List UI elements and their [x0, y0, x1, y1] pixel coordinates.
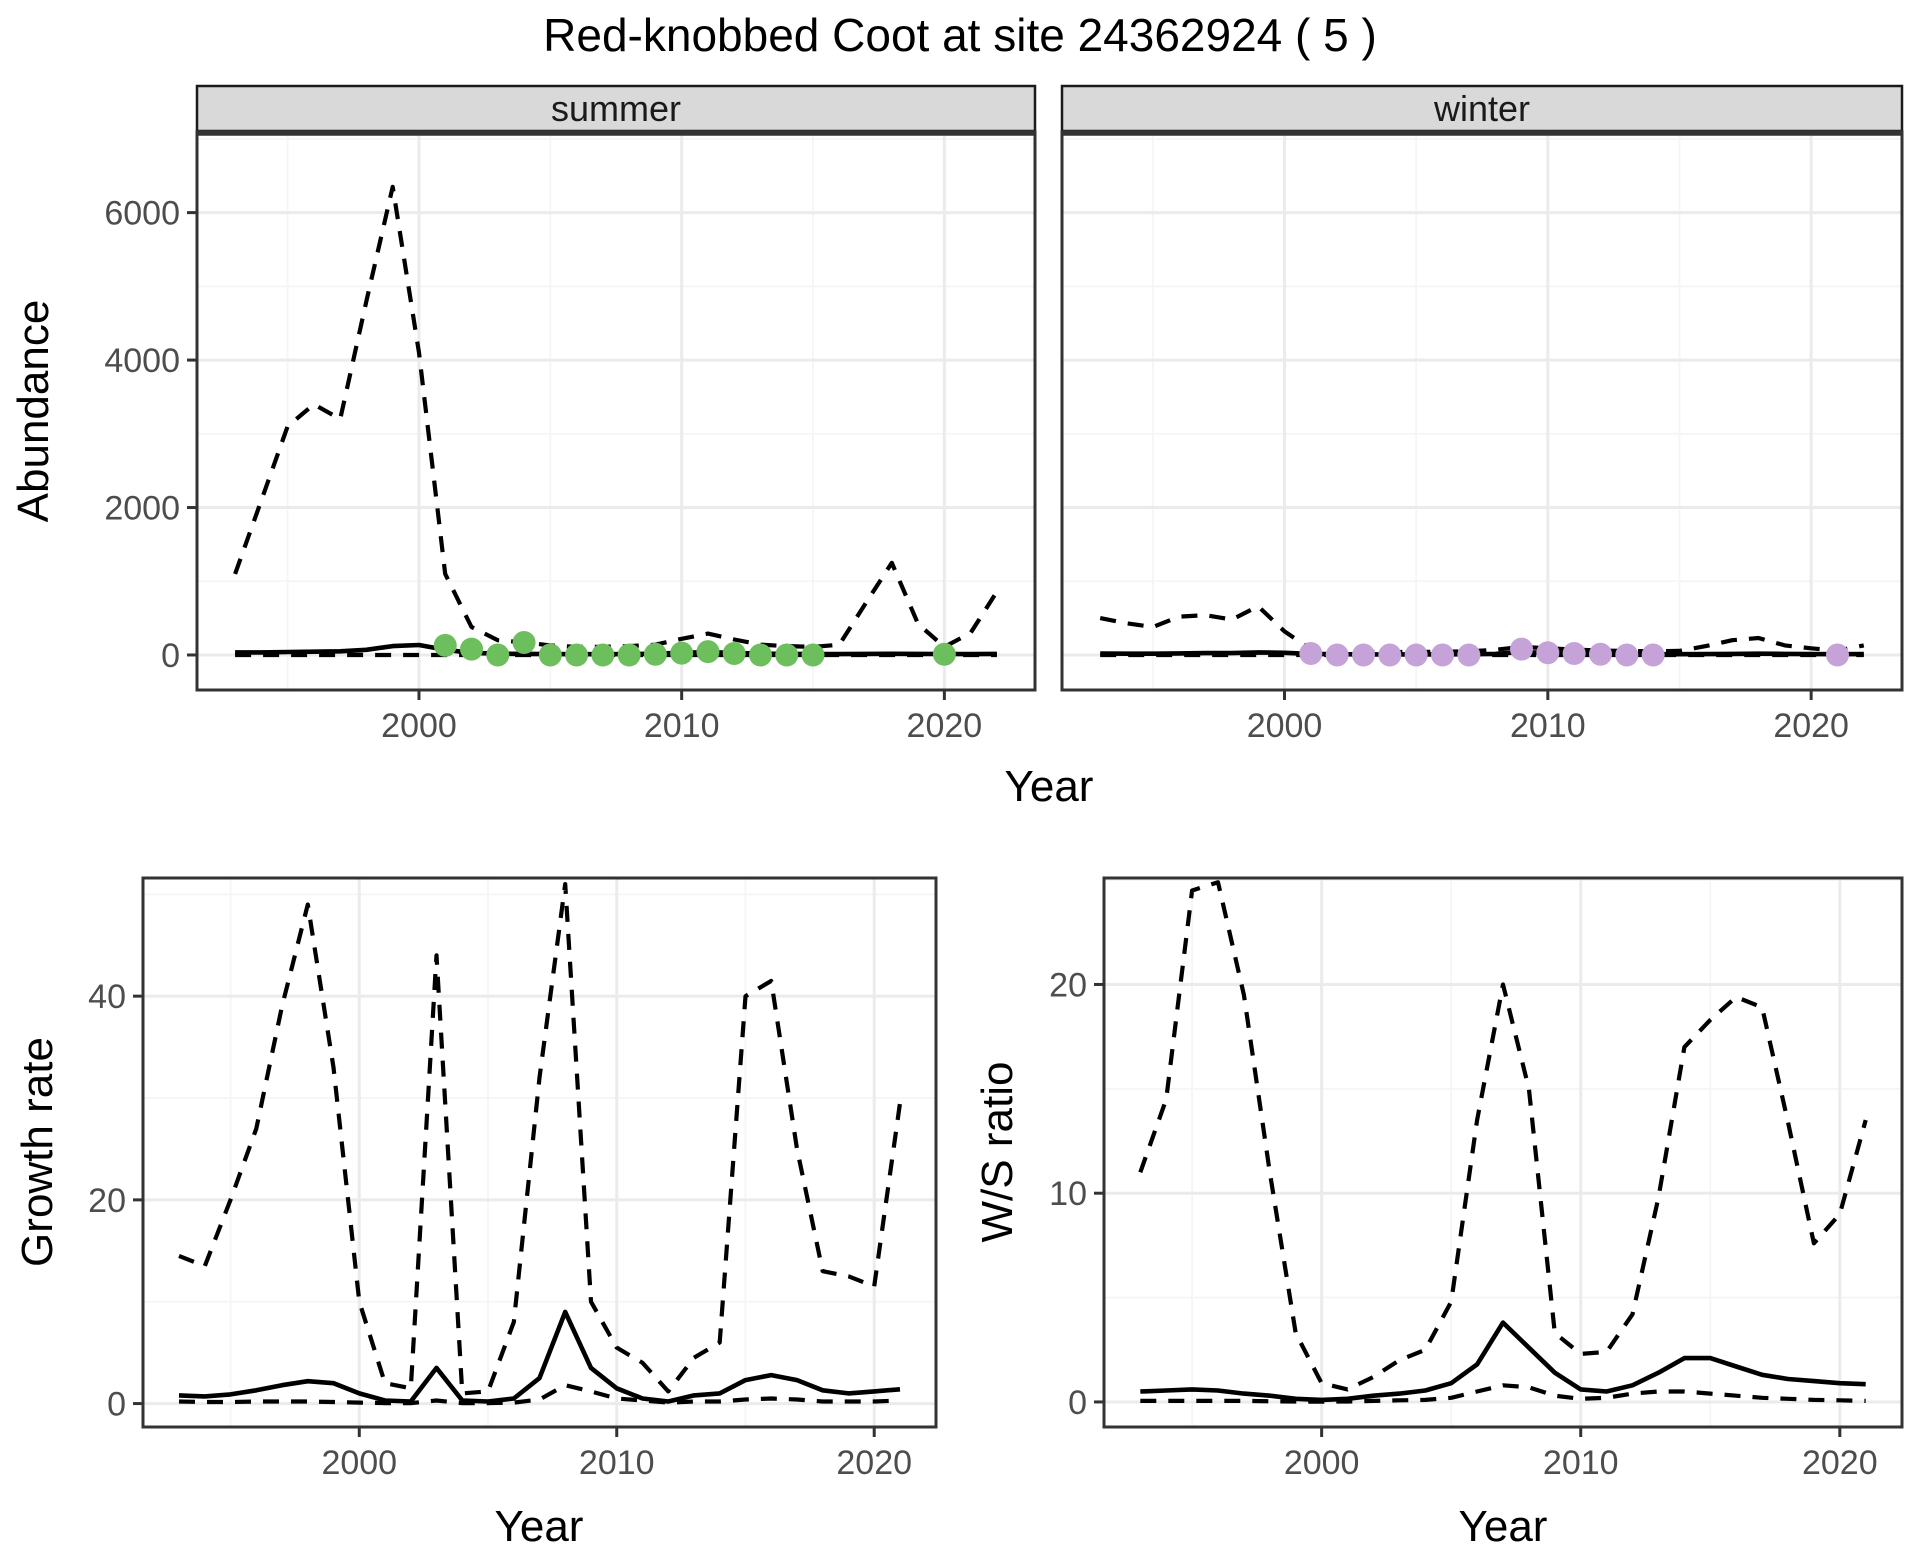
- y-axis-tick-label: 6000: [104, 195, 180, 233]
- panel-background: [1062, 133, 1902, 690]
- ci_upper-line: [1099, 604, 1865, 655]
- observation-point: [1378, 643, 1402, 667]
- x-axis-tick-label: 2020: [907, 707, 983, 745]
- observation-point: [801, 643, 825, 667]
- mean-line: [1140, 1320, 1866, 1403]
- panel-background: [1104, 878, 1902, 1427]
- observation-point: [1825, 643, 1849, 667]
- x-axis-tick-label: 2000: [381, 707, 457, 745]
- mean-line: [178, 1309, 901, 1404]
- facet-strip: [1060, 84, 1904, 133]
- y-axis-tick-label: 40: [88, 978, 126, 1016]
- observation-point: [565, 643, 589, 667]
- observation-point: [722, 642, 746, 666]
- ci_upper-line: [1138, 880, 1868, 1392]
- observation-point: [1352, 643, 1376, 667]
- y-axis-tick-label: 20: [88, 1182, 126, 1220]
- ci_lower-line: [1140, 1383, 1866, 1404]
- mean-line: [235, 642, 997, 657]
- observation-point: [1299, 642, 1323, 666]
- x-axis-tick-label: 2010: [1510, 707, 1586, 745]
- facet-strip: [195, 84, 1037, 133]
- panel-background: [197, 133, 1035, 690]
- y-axis-tick-label: 0: [161, 637, 180, 675]
- panel-border: [1102, 876, 1904, 1429]
- observation-point: [460, 637, 484, 661]
- x-axis-tick-label: 2010: [579, 1444, 655, 1482]
- y-axis-tick-label: 4000: [104, 342, 180, 380]
- observation-point: [670, 641, 694, 665]
- x-axis-tick-label: 2000: [321, 1444, 397, 1482]
- observation-point: [1588, 642, 1612, 666]
- x-axis-tick-label: 2020: [1802, 1444, 1878, 1482]
- observation-point: [1325, 643, 1349, 667]
- x-axis-tick-label: 2010: [1543, 1444, 1619, 1482]
- observation-point: [748, 643, 772, 667]
- observation-point: [696, 640, 720, 664]
- x-axis-tick-label: 2020: [1773, 707, 1849, 745]
- y-axis-tick-label: 10: [1049, 1175, 1087, 1213]
- x-axis-tick-label: 2010: [644, 707, 720, 745]
- observation-point: [591, 643, 615, 667]
- ci_upper-line: [178, 881, 903, 1396]
- observation-point: [1641, 643, 1665, 667]
- observation-point: [538, 643, 562, 667]
- y-axis-tick-label: 0: [1068, 1384, 1087, 1422]
- panel-background: [143, 878, 936, 1427]
- observation-point: [1509, 637, 1533, 661]
- observation-point: [1536, 641, 1560, 665]
- observation-point: [512, 630, 536, 654]
- observation-point: [1404, 643, 1428, 667]
- panel-border: [141, 876, 938, 1429]
- observation-point: [1562, 642, 1586, 666]
- observation-point: [932, 642, 956, 666]
- mean-line: [1100, 649, 1864, 657]
- ci_upper-line: [233, 184, 999, 650]
- observation-point: [1615, 643, 1639, 667]
- ci_lower-line: [178, 1383, 901, 1406]
- observation-point: [486, 643, 510, 667]
- y-axis-tick-label: 0: [107, 1386, 126, 1424]
- observation-point: [775, 643, 799, 667]
- x-axis-tick-label: 2000: [1284, 1444, 1360, 1482]
- observation-point: [643, 642, 667, 666]
- observation-point: [1457, 643, 1481, 667]
- x-axis-tick-label: 2020: [836, 1444, 912, 1482]
- observation-point: [433, 633, 457, 657]
- observation-point: [1431, 643, 1455, 667]
- y-axis-tick-label: 2000: [104, 490, 180, 528]
- y-axis-tick-label: 20: [1049, 966, 1087, 1004]
- x-axis-tick-label: 2000: [1247, 707, 1323, 745]
- observation-point: [617, 643, 641, 667]
